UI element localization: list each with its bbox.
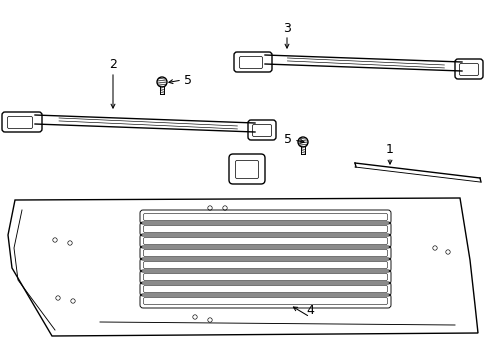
Text: 5: 5 bbox=[183, 73, 192, 86]
Text: 5: 5 bbox=[284, 134, 291, 147]
Text: 1: 1 bbox=[385, 144, 393, 157]
Text: 3: 3 bbox=[283, 22, 290, 35]
Text: 2: 2 bbox=[109, 58, 117, 72]
Text: 4: 4 bbox=[305, 303, 313, 316]
